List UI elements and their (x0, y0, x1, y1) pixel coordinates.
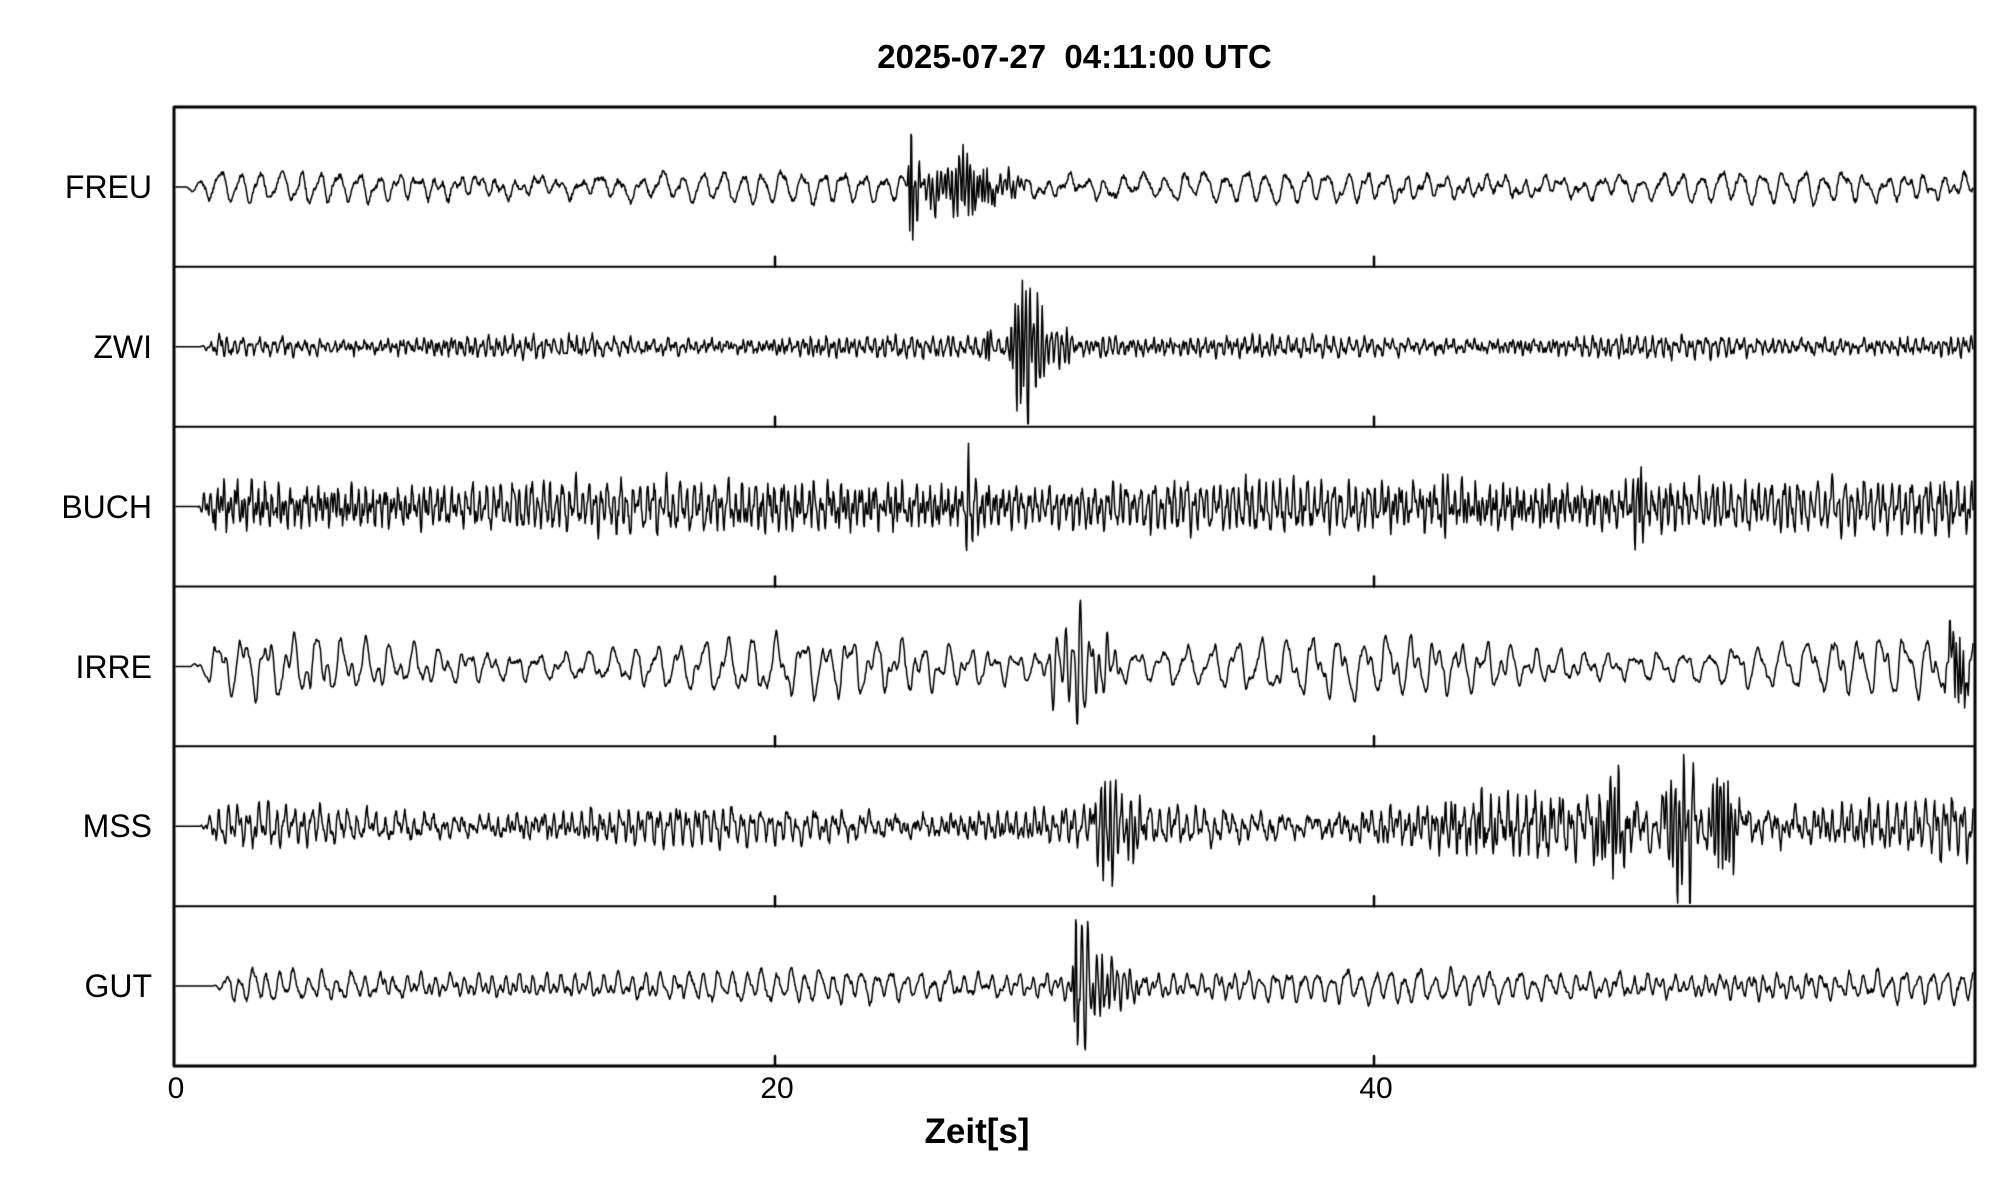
x-tick-0: 0 (167, 1072, 185, 1105)
x-tick-40: 40 (1359, 1072, 1393, 1105)
station-label-irre: IRRE (75, 649, 152, 685)
station-label-freu: FREU (64, 169, 152, 205)
x-tick-20: 20 (760, 1072, 794, 1105)
plot-title: 2025-07-27 04:11:00 UTC (877, 38, 1272, 75)
station-label-mss: MSS (82, 808, 152, 844)
station-label-gut: GUT (84, 968, 152, 1004)
station-label-zwi: ZWI (93, 329, 152, 365)
x-axis-label: Zeit[s] (924, 1112, 1030, 1151)
station-label-buch: BUCH (61, 489, 152, 525)
